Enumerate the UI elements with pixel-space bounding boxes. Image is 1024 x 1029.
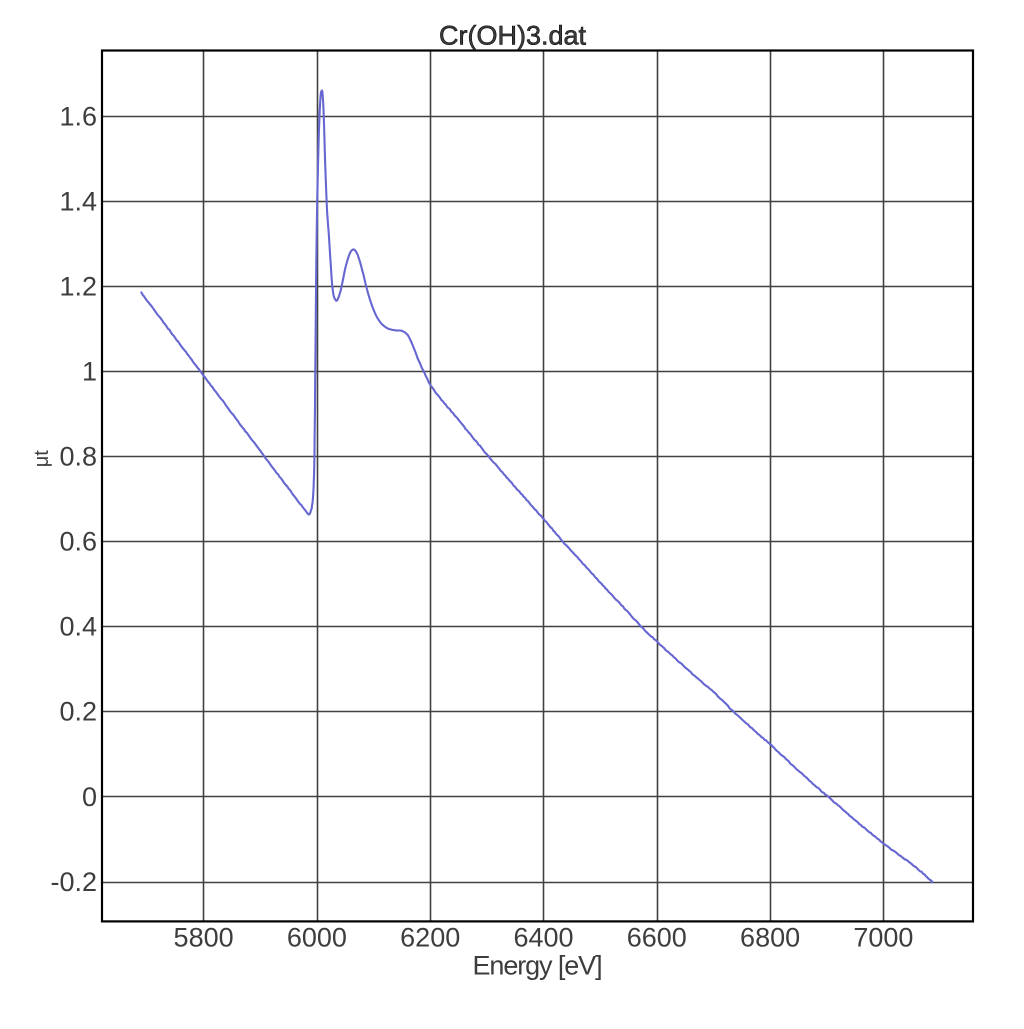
svg-text:0.8: 0.8 — [59, 442, 97, 472]
svg-text:Energy [eV]: Energy [eV] — [473, 951, 602, 981]
svg-text:0.2: 0.2 — [59, 697, 97, 727]
svg-text:0.4: 0.4 — [59, 612, 97, 642]
svg-text:Cr(OH)3.dat: Cr(OH)3.dat — [439, 21, 587, 51]
svg-text:0: 0 — [82, 782, 97, 812]
svg-text:1: 1 — [82, 357, 97, 387]
svg-text:1.4: 1.4 — [59, 187, 97, 217]
svg-text:1.2: 1.2 — [59, 272, 97, 302]
svg-text:1.6: 1.6 — [59, 102, 97, 132]
svg-text:6800: 6800 — [740, 922, 800, 952]
svg-text:6600: 6600 — [627, 922, 687, 952]
svg-text:-0.2: -0.2 — [50, 867, 97, 897]
svg-text:μt: μt — [31, 450, 53, 468]
svg-text:7000: 7000 — [853, 922, 913, 952]
svg-text:0.6: 0.6 — [59, 527, 97, 557]
svg-text:6200: 6200 — [400, 922, 460, 952]
svg-text:6400: 6400 — [513, 922, 573, 952]
svg-text:5800: 5800 — [174, 922, 234, 952]
svg-text:6000: 6000 — [287, 922, 347, 952]
